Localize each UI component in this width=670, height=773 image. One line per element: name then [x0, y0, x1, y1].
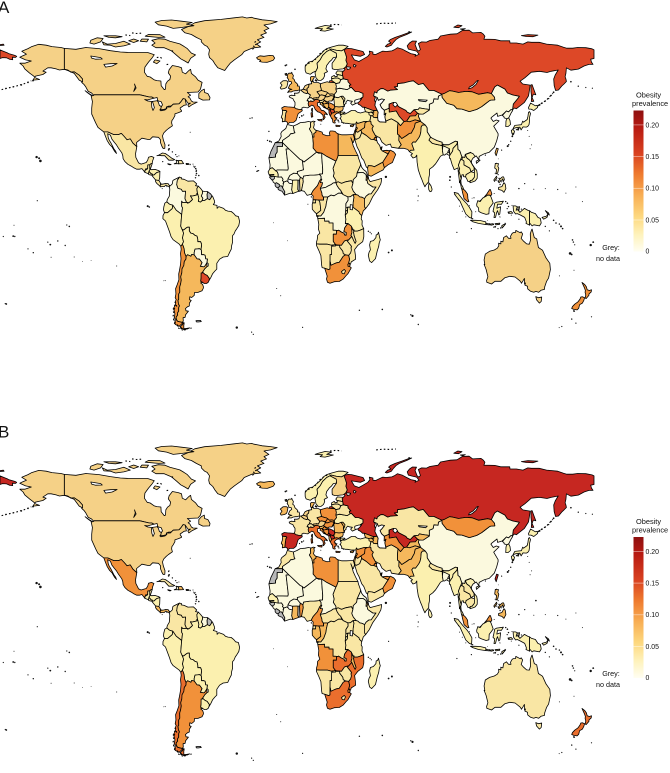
svg-text:0.05: 0.05 — [646, 644, 660, 651]
svg-text:Obesity: Obesity — [636, 91, 661, 100]
svg-text:prevalence: prevalence — [632, 526, 668, 535]
svg-text:Grey:: Grey: — [602, 243, 620, 252]
svg-text:0.05: 0.05 — [646, 217, 660, 224]
svg-text:no data: no data — [596, 680, 620, 689]
svg-text:Obesity: Obesity — [636, 517, 661, 526]
svg-text:prevalence: prevalence — [632, 99, 668, 108]
svg-text:0.15: 0.15 — [646, 581, 660, 588]
svg-text:0.15: 0.15 — [646, 154, 660, 161]
svg-text:Grey:: Grey: — [602, 669, 620, 678]
svg-text:0.20: 0.20 — [646, 122, 660, 129]
svg-text:0: 0 — [646, 675, 650, 682]
svg-text:0.20: 0.20 — [646, 549, 660, 556]
svg-text:B: B — [0, 423, 9, 442]
svg-text:no data: no data — [596, 254, 620, 263]
svg-text:0.10: 0.10 — [646, 186, 660, 193]
svg-text:0: 0 — [646, 248, 650, 255]
svg-text:0.10: 0.10 — [646, 612, 660, 619]
svg-text:A: A — [0, 0, 10, 17]
